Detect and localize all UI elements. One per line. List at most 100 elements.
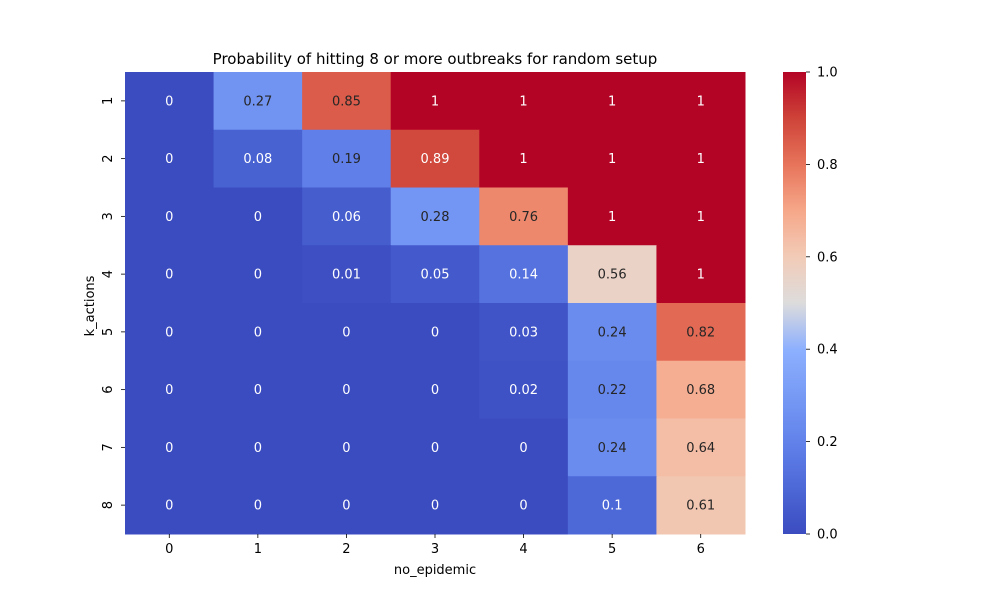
cell-value-label: 0 — [342, 441, 350, 456]
x-tick-label: 4 — [519, 542, 527, 557]
cell-value-label: 0 — [342, 325, 350, 340]
heatmap-cell — [479, 418, 569, 477]
cell-value-label: 0 — [165, 94, 173, 109]
heatmap-cell — [567, 187, 657, 246]
heatmap-cell — [567, 360, 657, 419]
cell-value-label: 1 — [608, 210, 616, 225]
colorbar-gradient — [783, 72, 806, 534]
cell-value-label: 0 — [519, 441, 527, 456]
heatmap-cells — [125, 72, 746, 535]
heatmap-cell — [213, 187, 303, 246]
cell-value-label: 0.64 — [686, 441, 715, 456]
cell-value-label: 1 — [608, 152, 616, 167]
heatmap-cell — [213, 303, 303, 362]
chart-title: Probability of hitting 8 or more outbrea… — [213, 50, 658, 68]
cell-value-label: 1 — [608, 94, 616, 109]
cell-value-label: 0.85 — [332, 94, 361, 109]
colorbar-tick-label: 0.2 — [817, 435, 838, 450]
cell-value-label: 0.19 — [332, 152, 361, 167]
heatmap-cell — [567, 245, 657, 304]
heatmap-cell — [302, 187, 392, 246]
cell-value-label: 0.56 — [598, 268, 627, 283]
heatmap-cell — [567, 476, 657, 535]
heatmap-cell — [656, 245, 746, 304]
heatmap-cell — [302, 129, 392, 188]
heatmap-cell — [390, 187, 480, 246]
cell-value-label: 0.76 — [509, 210, 538, 225]
x-tick-label: 0 — [165, 542, 173, 557]
heatmap-cell — [390, 418, 480, 477]
x-tick-label: 5 — [608, 542, 616, 557]
heatmap-cell — [390, 360, 480, 419]
heatmap-cell — [125, 303, 215, 362]
cell-value-label: 0 — [342, 383, 350, 398]
cell-value-label: 0 — [342, 499, 350, 514]
cell-value-label: 0 — [165, 152, 173, 167]
heatmap-cell — [567, 418, 657, 477]
y-tick-label: 7 — [101, 443, 116, 451]
heatmap-cell — [656, 303, 746, 362]
x-tick-label: 6 — [697, 542, 705, 557]
cell-value-label: 0.01 — [332, 268, 361, 283]
heatmap-cell — [479, 129, 569, 188]
cell-value-label: 1 — [519, 94, 527, 109]
cell-value-label: 0 — [165, 268, 173, 283]
cell-value-label: 0 — [254, 441, 262, 456]
heatmap-cell — [125, 245, 215, 304]
cell-value-label: 0.06 — [332, 210, 361, 225]
heatmap-cell — [656, 72, 746, 131]
heatmap-cell — [302, 418, 392, 477]
heatmap-cell — [656, 187, 746, 246]
heatmap-cell — [213, 72, 303, 131]
heatmap-cell — [302, 245, 392, 304]
cell-value-label: 1 — [519, 152, 527, 167]
cell-value-label: 1 — [431, 94, 439, 109]
colorbar-tick-label: 0.8 — [817, 158, 838, 173]
cell-value-label: 0 — [165, 499, 173, 514]
x-axis-label: no_epidemic — [394, 563, 476, 578]
cell-value-label: 0.22 — [598, 383, 627, 398]
cell-value-label: 0.27 — [243, 94, 272, 109]
heatmap-cell — [479, 245, 569, 304]
cell-value-label: 0.24 — [598, 325, 627, 340]
colorbar-tick-label: 0.6 — [817, 250, 838, 265]
heatmap-cell — [390, 476, 480, 535]
x-tick-label: 2 — [342, 542, 350, 557]
colorbar: 0.0 0.2 0.4 0.6 0.8 1.0 — [783, 66, 838, 543]
heatmap-cell — [125, 72, 215, 131]
heatmap-cell — [125, 476, 215, 535]
x-axis: 0 1 2 3 4 5 6 — [165, 534, 705, 557]
heatmap-cell — [656, 418, 746, 477]
cell-value-label: 0 — [165, 325, 173, 340]
y-axis-label: k_actions — [83, 275, 98, 336]
heatmap-cell — [656, 360, 746, 419]
heatmap-cell — [390, 245, 480, 304]
heatmap-cell — [390, 72, 480, 131]
colorbar-tick-label: 0.0 — [817, 528, 838, 543]
cell-value-label: 0.1 — [602, 499, 623, 514]
cell-value-label: 0 — [519, 499, 527, 514]
heatmap-cell — [656, 476, 746, 535]
cell-value-label: 0 — [254, 383, 262, 398]
heatmap-cell — [302, 476, 392, 535]
cell-value-label: 1 — [697, 268, 705, 283]
heatmap-cell — [567, 72, 657, 131]
heatmap-cell — [479, 187, 569, 246]
cell-value-label: 0.68 — [686, 383, 715, 398]
cell-value-label: 0 — [165, 383, 173, 398]
cell-value-label: 0 — [431, 499, 439, 514]
cell-value-label: 0.89 — [421, 152, 450, 167]
heatmap-cell — [125, 418, 215, 477]
y-tick-label: 3 — [101, 212, 116, 220]
cell-value-label: 0 — [431, 383, 439, 398]
heatmap-cell — [213, 418, 303, 477]
cell-value-label: 0 — [254, 268, 262, 283]
heatmap-cell — [125, 129, 215, 188]
cell-value-label: 0.82 — [686, 325, 715, 340]
x-tick-label: 3 — [431, 542, 439, 557]
heatmap-cell — [302, 72, 392, 131]
y-tick-label: 5 — [101, 328, 116, 336]
heatmap-cell — [213, 129, 303, 188]
cell-value-label: 0 — [431, 441, 439, 456]
